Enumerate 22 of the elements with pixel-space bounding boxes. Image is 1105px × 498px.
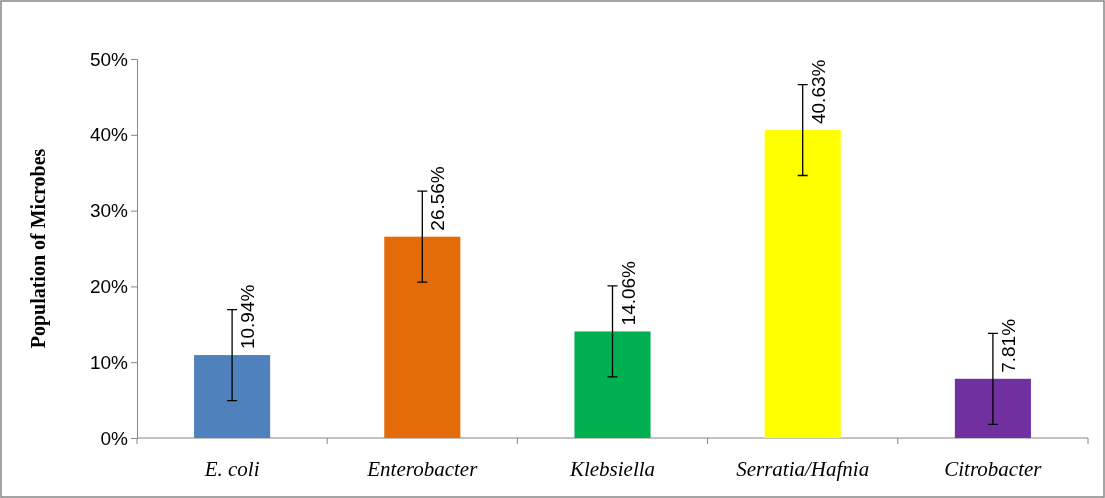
- data-label: 14.06%: [617, 260, 639, 326]
- y-tick-label: 40%: [89, 124, 129, 146]
- x-tick-label: Enterobacter: [366, 457, 479, 481]
- x-tick-label: E. coli: [203, 457, 260, 481]
- data-label: 7.81%: [997, 318, 1019, 373]
- y-tick-label: 10%: [89, 351, 129, 373]
- y-tick-label: 0%: [100, 427, 129, 449]
- bar: [574, 331, 651, 438]
- bar: [954, 378, 1031, 438]
- data-label: 26.56%: [427, 166, 449, 231]
- data-label: 40.63%: [807, 59, 829, 125]
- data-label: 10.94%: [237, 284, 259, 350]
- x-tick-label: Serratia/Hafnia: [736, 457, 870, 481]
- y-tick-label: 50%: [89, 48, 129, 70]
- y-axis-title: Population of Microbes: [27, 148, 50, 349]
- bar: [384, 236, 461, 438]
- y-tick-label: 30%: [89, 200, 129, 222]
- bar: [764, 130, 841, 438]
- x-tick-label: Citrobacter: [944, 457, 1043, 481]
- bar: [194, 355, 271, 438]
- x-tick-label: Klebsiella: [568, 457, 656, 481]
- y-tick-label: 20%: [89, 275, 129, 297]
